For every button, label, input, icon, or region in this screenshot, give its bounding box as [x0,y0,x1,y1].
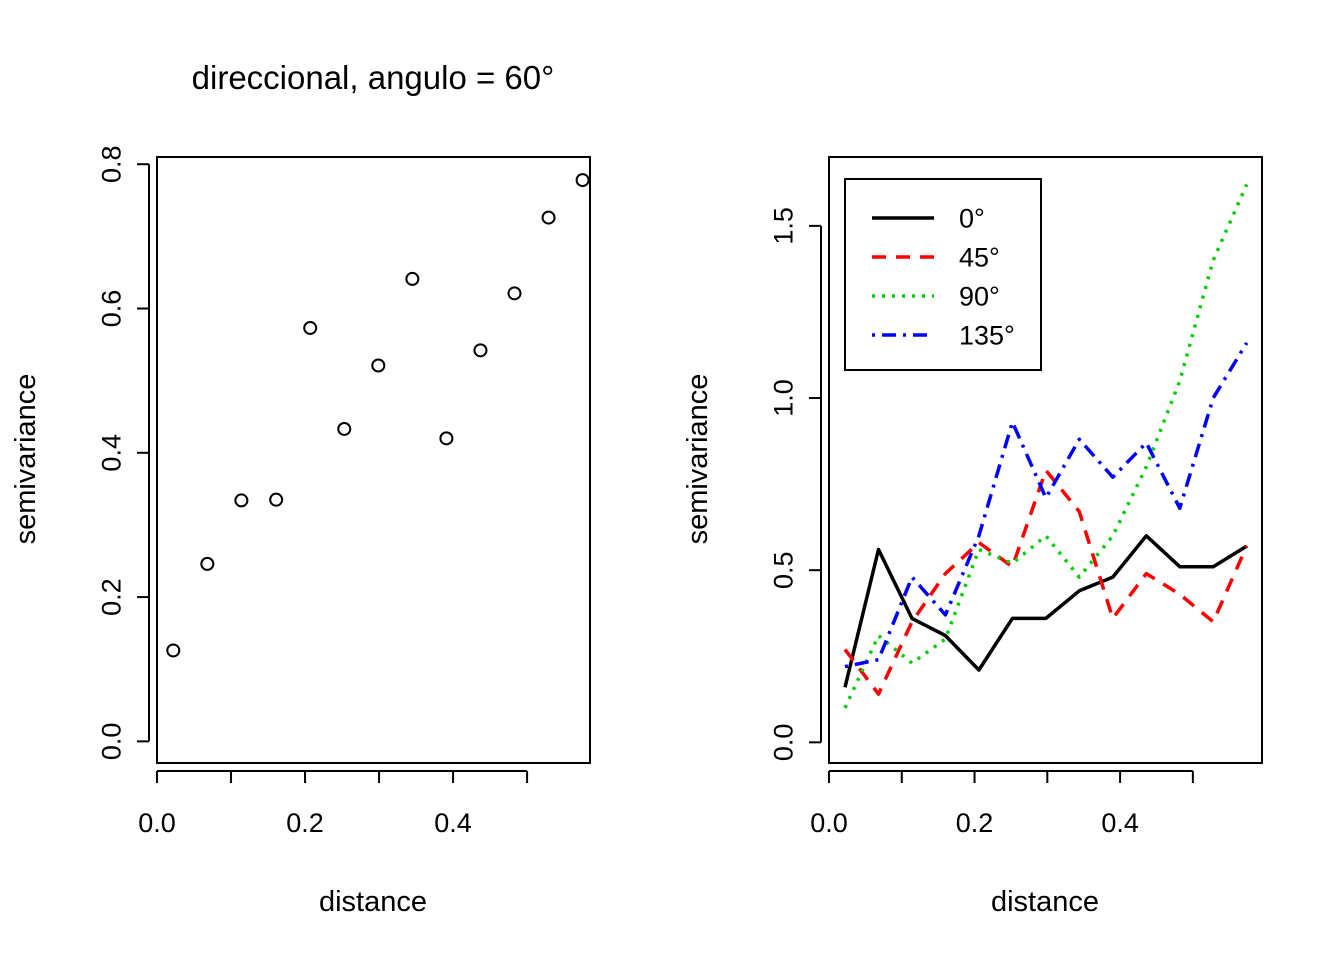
series-line [843,534,1248,688]
legend-label: 135° [959,320,1015,350]
y-tick-label: 1.5 [768,207,798,245]
legend-box [844,178,1042,371]
series-lines [843,183,1249,709]
x-axis: 0.0 0.2 0.4 [810,770,1194,838]
scatter-point [473,343,488,358]
y-tick-label: 0.5 [768,551,798,589]
x-axis: 0.0 0.2 0.4 [138,770,529,838]
legend: 0° 45° 90° 135° [844,178,1042,371]
x-tick-label: 0.0 [138,808,176,838]
scatter-panel: direccional, angulo = 60° 0.0 0.2 0.4 0.00… [10,59,591,918]
scatter-point [507,286,522,301]
series-line [844,341,1249,669]
scatter-point [234,493,249,508]
x-tick-label: 0.0 [810,808,848,838]
x-axis-label: distance [319,886,427,918]
legend-label: 45° [959,242,1000,272]
legend-label: 90° [959,281,1000,311]
y-tick-label: 0.6 [96,290,126,328]
scatter-point [575,173,590,188]
series-line [843,468,1249,696]
scatter-point [405,271,420,286]
y-axis: 0.0 0.5 1.0 1.5 [768,207,822,762]
scatter-point [303,320,318,335]
y-axis-label: semivariance [10,374,42,545]
scatter-point [541,210,556,225]
x-tick-label: 0.2 [286,808,324,838]
x-tick-label: 0.4 [434,808,472,838]
y-tick-label: 0.8 [96,145,126,183]
scatter-point [166,643,181,658]
scatter-point [269,492,284,507]
scatter-point [439,431,454,446]
plot-frame [156,156,591,764]
plot-frame [828,156,1263,764]
y-tick-label: 0.4 [96,434,126,472]
scatter-points [166,173,590,658]
chart-title: direccional, angulo = 60° [192,59,555,96]
scatter-point [200,556,215,571]
x-tick-label: 0.4 [1101,808,1139,838]
legend-label: 0° [959,203,985,233]
y-tick-label: 1.0 [768,379,798,417]
y-axis: 0.0 0.2 0.4 0.6 0.8 [96,145,150,761]
x-axis-label: distance [991,886,1099,918]
y-tick-label: 0.0 [768,724,798,762]
y-axis-label: semivariance [682,374,714,545]
x-tick-label: 0.2 [956,808,994,838]
scatter-point [371,358,386,373]
scatter-point [337,421,352,436]
y-tick-label: 0.2 [96,578,126,616]
y-tick-label: 0.0 [96,723,126,761]
line-panel: 0.0 0.2 0.4 0.0 0.5 1.0 1.5 0° 45° 90° 135° dist… [682,156,1263,918]
